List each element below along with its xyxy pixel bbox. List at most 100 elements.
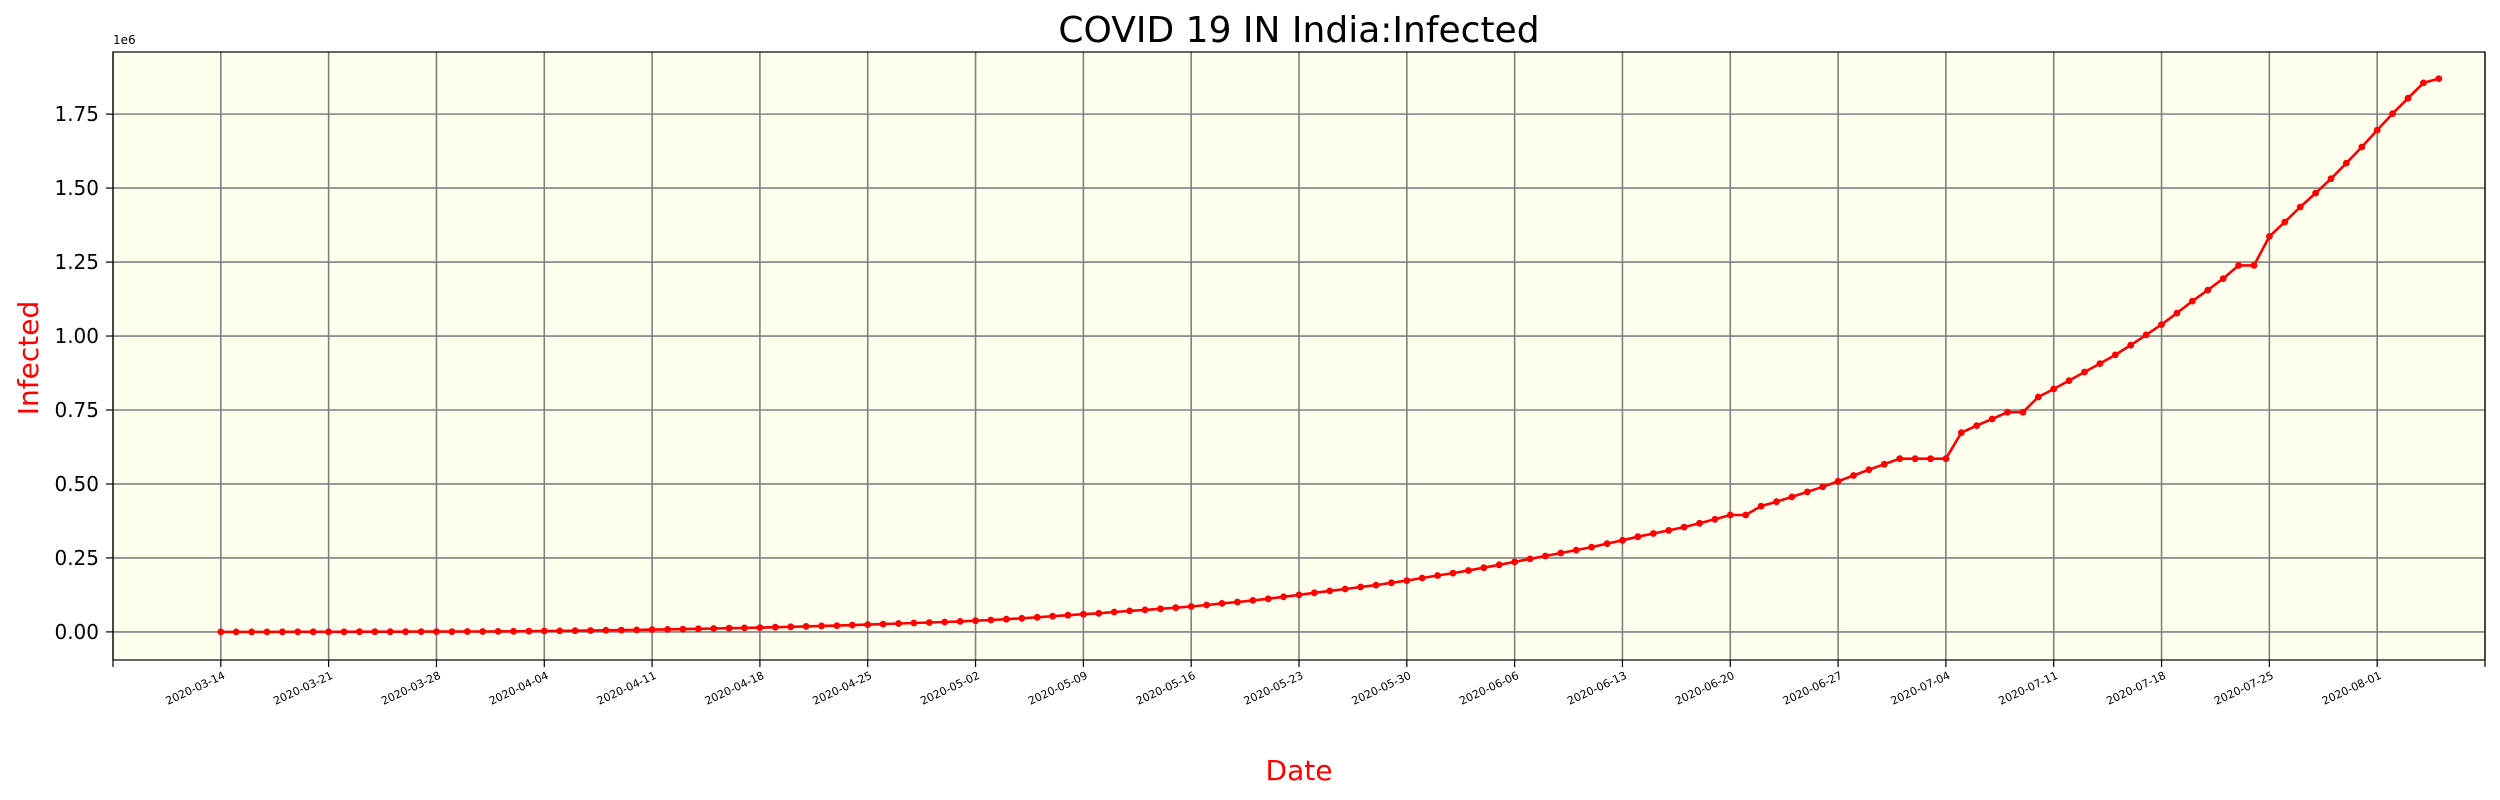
data-point <box>2096 360 2104 367</box>
data-point <box>2158 321 2165 328</box>
data-point <box>679 625 687 633</box>
data-point <box>1896 455 1904 463</box>
data-point <box>771 623 779 631</box>
data-point <box>1295 591 1303 599</box>
data-point <box>2050 385 2058 393</box>
data-point <box>2111 351 2119 359</box>
data-point <box>1172 604 1180 612</box>
data-point <box>848 621 856 629</box>
data-point <box>910 619 918 627</box>
data-point <box>1480 564 1488 572</box>
x-tick-label: 2020-03-14 <box>164 669 227 708</box>
data-point <box>2219 275 2227 282</box>
data-point <box>725 624 733 632</box>
data-point <box>864 621 872 628</box>
data-point <box>2189 297 2196 305</box>
data-point <box>1126 607 1133 615</box>
data-point <box>1988 415 1996 423</box>
data-point <box>1341 585 1349 593</box>
data-point <box>1634 533 1642 541</box>
x-tick-label: 2020-07-11 <box>1997 669 2060 708</box>
data-point <box>402 628 409 636</box>
data-point <box>2312 189 2320 197</box>
data-point <box>417 628 425 635</box>
x-tick-label: 2020-04-04 <box>487 669 550 708</box>
data-point <box>833 622 841 629</box>
y-tick-label: 0.75 <box>54 398 99 422</box>
data-point <box>1495 561 1503 569</box>
data-point <box>1187 603 1195 610</box>
data-point <box>1603 540 1611 547</box>
data-point <box>571 627 579 635</box>
data-point <box>1511 558 1518 566</box>
data-point <box>1141 606 1149 614</box>
data-point <box>1049 612 1056 620</box>
data-point <box>2373 126 2381 134</box>
data-point <box>587 627 594 634</box>
x-tick-label: 2020-04-18 <box>703 669 766 708</box>
y-tick-label: 0.00 <box>54 620 99 644</box>
data-point <box>1619 536 1626 544</box>
y-axis: 0.00 0.25 0.50 0.75 1.00 1.25 1.50 1.75 <box>54 102 113 644</box>
data-point <box>741 624 748 632</box>
data-point <box>1203 601 1210 609</box>
y-axis-offset-label: 1e6 <box>113 33 136 47</box>
data-point <box>1526 555 1534 563</box>
data-point <box>263 628 271 636</box>
x-tick-label: 2020-07-04 <box>1889 669 1952 708</box>
data-point <box>1757 502 1765 510</box>
y-tick-label: 1.25 <box>54 250 99 274</box>
x-tick-label: 2020-05-30 <box>1350 669 1413 708</box>
data-point <box>1880 460 1888 468</box>
data-point <box>818 622 825 630</box>
data-point <box>1249 597 1257 604</box>
x-tick-label: 2020-05-09 <box>1026 669 1089 708</box>
data-point <box>371 628 379 636</box>
y-tick-label: 1.75 <box>54 102 99 126</box>
data-point <box>1850 472 1857 479</box>
data-point <box>2420 79 2427 87</box>
x-tick-label: 2020-05-16 <box>1134 669 1197 708</box>
data-point <box>1218 600 1226 607</box>
data-point <box>294 628 302 636</box>
data-point <box>1542 552 1549 560</box>
data-point <box>2435 75 2443 82</box>
data-point <box>956 618 964 625</box>
data-point <box>879 620 887 628</box>
data-point <box>2343 159 2350 167</box>
data-point <box>1665 527 1673 534</box>
x-tick-label: 2020-05-23 <box>1242 669 1305 708</box>
data-point <box>617 626 625 634</box>
data-point <box>232 628 240 636</box>
data-point <box>1280 593 1287 601</box>
data-point <box>1418 574 1426 582</box>
data-point <box>2127 341 2135 349</box>
data-point <box>1326 587 1334 595</box>
data-point <box>1711 515 1719 523</box>
data-point <box>2173 309 2181 317</box>
y-tick-label: 0.25 <box>54 546 99 570</box>
data-point <box>694 625 702 633</box>
data-point <box>2004 408 2011 416</box>
data-point <box>540 627 548 635</box>
data-point <box>325 628 332 636</box>
data-point <box>2019 408 2027 416</box>
data-point <box>1357 583 1364 591</box>
data-point <box>802 623 810 630</box>
data-point <box>1788 493 1796 501</box>
data-point <box>941 618 949 626</box>
x-tick-label: 2020-03-21 <box>271 669 334 708</box>
data-point <box>2296 203 2304 211</box>
data-point <box>494 628 502 635</box>
data-point <box>648 626 656 633</box>
data-point <box>1834 477 1842 485</box>
data-point <box>1973 422 1981 429</box>
data-point <box>2358 143 2366 151</box>
data-point <box>448 628 456 635</box>
data-point <box>1080 610 1087 618</box>
data-point <box>1234 598 1241 606</box>
data-point <box>525 627 533 635</box>
y-tick-label: 1.50 <box>54 176 99 200</box>
data-point <box>2389 110 2397 117</box>
data-point <box>664 626 671 633</box>
